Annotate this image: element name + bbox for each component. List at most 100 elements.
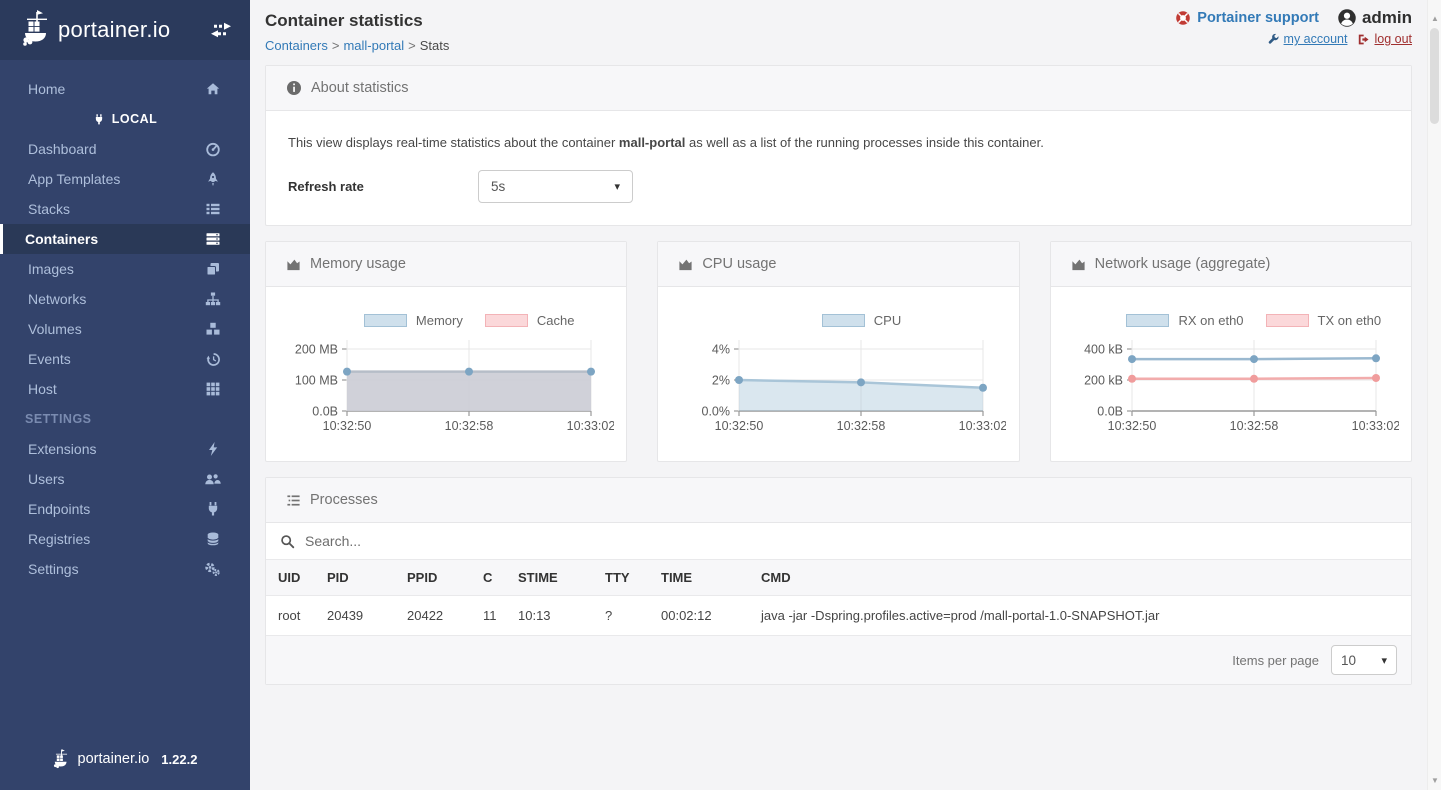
processes-table: UID PID PPID C STIME TTY TIME CMD root 2…	[266, 560, 1411, 636]
caret-down-icon: ▾	[614, 181, 620, 193]
sidebar-item-registries[interactable]: Registries	[0, 524, 250, 554]
items-per-page-select[interactable]: 10 ▾	[1331, 645, 1397, 675]
my-account-link[interactable]: my account	[1267, 32, 1347, 46]
sidebar-item-users[interactable]: Users	[0, 464, 250, 494]
dashboard-icon	[206, 142, 220, 157]
sign-out-icon	[1359, 34, 1370, 44]
breadcrumb-container-link[interactable]: mall-portal	[343, 38, 405, 53]
users-icon	[205, 474, 221, 485]
sidebar-item-stacks[interactable]: Stacks	[0, 194, 250, 224]
legend-swatch	[1126, 314, 1170, 327]
server-icon	[206, 233, 220, 245]
svg-text:10:32:58: 10:32:58	[1229, 419, 1278, 433]
tasks-icon	[287, 494, 300, 506]
legend-label: RX on eth0	[1178, 313, 1244, 328]
history-icon	[206, 353, 220, 366]
chart-svg: 0.0B 200 kB 400 kB 10:32:50 10:32:58 10:33:02	[1084, 340, 1400, 433]
chart-svg: 0.0B 100 MB 200 MB 10:32:50 10:32:58 10:33:02	[295, 340, 615, 433]
column-header-time: TIME	[655, 560, 755, 596]
legend-label: Memory	[415, 313, 463, 328]
about-statistics-panel: About statistics This view displays real…	[265, 65, 1412, 226]
sidebar-item-home[interactable]: Home	[0, 74, 250, 104]
sidebar-section-settings: SETTINGS	[25, 412, 92, 426]
sidebar-item-app-templates[interactable]: App Templates	[0, 164, 250, 194]
search-input[interactable]	[305, 533, 1397, 549]
memory-usage-panel: Memory usage Memory Cache 0.0B 100 MB 200 M…	[265, 241, 628, 462]
cubes-icon	[206, 322, 220, 335]
network-chart-legend: RX on eth0 TX on eth0	[1107, 313, 1401, 328]
sidebar-item-extensions[interactable]: Extensions	[0, 434, 250, 464]
portainer-support-link[interactable]: Portainer support	[1175, 10, 1319, 26]
network-usage-chart: RX on eth0 TX on eth0 0.0B 200 kB 400 kB 10:…	[1051, 287, 1411, 461]
cell-stime: 10:13	[512, 595, 599, 636]
column-header-stime: STIME	[512, 560, 599, 596]
rocket-icon	[208, 172, 218, 186]
sidebar-item-images[interactable]: Images	[0, 254, 250, 284]
scrollbar-thumb[interactable]	[1430, 28, 1439, 124]
database-icon	[207, 532, 219, 546]
sidebar-item-volumes[interactable]: Volumes	[0, 314, 250, 344]
processes-title: Processes	[310, 492, 378, 508]
legend-label: CPU	[873, 313, 902, 328]
charts-row: Memory usage Memory Cache 0.0B 100 MB 200 M…	[265, 241, 1412, 462]
legend-swatch	[1265, 314, 1309, 327]
sidebar-item-host[interactable]: Host	[0, 374, 250, 404]
legend-label: TX on eth0	[1317, 313, 1382, 328]
column-header-ppid: PPID	[401, 560, 477, 596]
svg-text:4%: 4%	[712, 343, 730, 357]
svg-text:10:32:50: 10:32:50	[323, 419, 372, 433]
sidebar-collapse-button[interactable]	[210, 22, 232, 38]
legend-item: Cache	[484, 313, 574, 328]
scrollbar-up-arrow[interactable]: ▲	[1431, 14, 1439, 23]
breadcrumb-containers-link[interactable]: Containers	[265, 38, 328, 53]
sidebar-item-endpoints[interactable]: Endpoints	[0, 494, 250, 524]
about-statistics-header: About statistics	[266, 66, 1411, 111]
svg-text:0.0B: 0.0B	[312, 405, 338, 419]
about-statistics-title: About statistics	[311, 80, 409, 96]
log-out-link[interactable]: log out	[1357, 32, 1412, 46]
bolt-icon	[209, 442, 218, 456]
sidebar-item-containers[interactable]: Containers	[0, 224, 250, 254]
sidebar-item-events[interactable]: Events	[0, 344, 250, 374]
network-usage-title: Network usage (aggregate)	[1094, 256, 1271, 272]
footer-logo-text: portainer.io	[77, 751, 150, 767]
memory-usage-chart: Memory Cache 0.0B 100 MB 200 MB 10:32:50 10:3…	[266, 287, 626, 461]
sidebar-item-settings[interactable]: Settings	[0, 554, 250, 584]
info-icon	[287, 81, 301, 95]
svg-text:400 kB: 400 kB	[1084, 343, 1123, 357]
cell-ppid: 20422	[401, 595, 477, 636]
about-description: This view displays real-time statistics …	[288, 135, 1044, 150]
breadcrumb-current: Stats	[419, 38, 450, 53]
logged-in-user: admin	[1337, 8, 1412, 28]
sidebar-item-networks[interactable]: Networks	[0, 284, 250, 314]
legend-swatch	[821, 314, 865, 327]
legend-swatch	[484, 314, 528, 327]
user-circle-icon	[1338, 9, 1356, 27]
legend-item: RX on eth0	[1126, 313, 1244, 328]
cell-tty: ?	[599, 595, 655, 636]
processes-panel: Processes UID PID PPID C STIME TTY TIME	[265, 477, 1412, 685]
svg-text:100 MB: 100 MB	[295, 374, 338, 388]
cpu-chart-legend: CPU	[714, 313, 1008, 328]
search-icon	[281, 534, 295, 548]
cell-c: 11	[477, 595, 512, 636]
legend-swatch	[363, 314, 407, 327]
svg-text:200 kB: 200 kB	[1084, 374, 1123, 388]
scrollbar-down-arrow[interactable]: ▼	[1431, 776, 1439, 785]
svg-text:10:33:02: 10:33:02	[567, 419, 614, 433]
table-footer: Items per page 10 ▾	[266, 636, 1411, 684]
footer-version: 1.22.2	[161, 751, 198, 767]
wrench-icon	[1268, 33, 1279, 44]
sidebar-item-dashboard[interactable]: Dashboard	[0, 134, 250, 164]
refresh-rate-select[interactable]: 5s ▾	[478, 170, 633, 203]
page-title: Container statistics	[265, 11, 423, 30]
table-row: root 20439 20422 11 10:13 ? 00:02:12 jav…	[266, 595, 1411, 636]
area-chart-icon	[1072, 259, 1085, 270]
legend-item: Memory	[363, 313, 463, 328]
grid-icon	[206, 382, 220, 396]
sidebar-header: portainer.io	[0, 0, 250, 60]
sidebar: portainer.io Home LOCAL Das	[0, 0, 250, 790]
portainer-logo[interactable]: portainer.io	[22, 9, 210, 51]
container-name: mall-portal	[618, 135, 686, 150]
